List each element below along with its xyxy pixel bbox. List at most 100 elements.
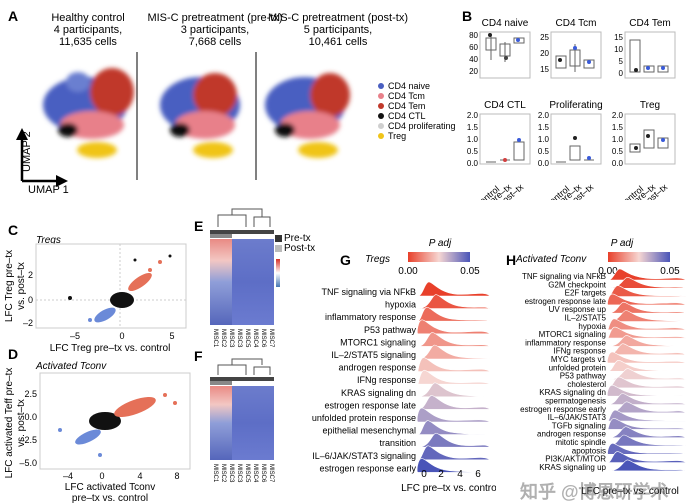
ridge-term-label: unfolded protein <box>549 363 606 372</box>
ridge-term-label: mitotic spindle <box>555 438 606 447</box>
heatmap-color-legend <box>276 259 280 287</box>
col-label: MISC3 <box>228 464 234 483</box>
boxplot-cd4-tcm <box>555 44 595 72</box>
ridge-curve <box>607 351 688 364</box>
ridge-curve <box>607 434 687 447</box>
heatmap-e-groupbar <box>210 234 232 238</box>
ytick: –5.0 <box>19 458 37 468</box>
ridge-h-legend-title: P adj <box>611 238 634 249</box>
boxplot-frame <box>550 31 602 79</box>
ridge-term-label: IFNg response <box>357 375 416 385</box>
ridge-plot-tregs: P adj Tregs 0.00 0.05 TNF signaling via … <box>312 238 496 494</box>
ridge-term-label: KRAS signaling dn <box>539 388 606 397</box>
col-label: MISC2 <box>220 464 226 483</box>
boxplot-title: Proliferating <box>549 100 602 111</box>
ridge-plot-activated-tconv: P adj Activated Tconv 0.00 0.05 TNF sign… <box>515 238 688 497</box>
ytick: 0.5 <box>612 147 624 156</box>
scatter-c-title: Tregs <box>36 235 61 246</box>
dendrogram-f <box>217 358 271 375</box>
ridge-curve <box>607 401 687 414</box>
umap-header-pretx: MIS-C pretreatment (pre-tx) 3 participant… <box>147 12 283 48</box>
boxplot-xlabels: control pre–tx post–tx control pre–tx po… <box>474 182 669 200</box>
ridge-term-label: TNF signaling via NFkB <box>522 272 606 281</box>
ytick: 2.5 <box>24 389 37 399</box>
panel-label-c: C <box>8 222 19 238</box>
boxplot-title: Treg <box>640 100 660 111</box>
ridge-term-label: transition <box>379 438 416 448</box>
legend-label: Treg <box>388 131 406 141</box>
ridge-curve <box>417 420 491 435</box>
ridge-g-xlabel: LFC pre–tx vs. control <box>401 483 496 494</box>
legend-dot-cd4-tcm <box>378 93 384 99</box>
ridge-curve <box>417 395 491 410</box>
ridge-g-title: Tregs <box>365 254 390 265</box>
ridge-h-title: Activated Tconv <box>515 254 587 265</box>
ridge-curve <box>416 407 491 423</box>
ridge-term-label: estrogen response early <box>319 463 416 473</box>
col-label: MISC3 <box>228 329 234 348</box>
ridge-curve <box>607 318 687 331</box>
ytick: 0.0 <box>612 159 624 168</box>
umap2-arrowhead <box>16 128 28 140</box>
ridge-curve <box>607 409 687 422</box>
panel-label-g: G <box>340 252 351 268</box>
legend-dot-cd4-ctl <box>378 113 384 119</box>
ridge-term-label: TNF signaling via NFkB <box>321 287 416 297</box>
legend-posttx-label: Post-tx <box>284 243 315 254</box>
ridge-term-label: epithelial mesenchymal <box>322 426 416 436</box>
scatter-c-points <box>68 254 172 323</box>
ridge-curve <box>417 344 491 360</box>
scatter-c-ylabel: vs. post–tx <box>16 262 27 310</box>
ytick: 20 <box>540 49 549 58</box>
ytick: 15 <box>540 65 549 74</box>
ridge-curve <box>417 445 491 461</box>
boxplot-proliferating <box>556 136 594 163</box>
boxplot-cd4-naive <box>485 33 525 62</box>
ridge-term-label: inflammatory response <box>325 312 416 322</box>
boxplot-title: CD4 Tcm <box>556 18 597 29</box>
xtick: 0 <box>99 471 104 481</box>
ridge-curve <box>607 442 687 455</box>
xtick: 0 <box>421 469 427 480</box>
legend-dot-cd4-naive <box>378 83 384 89</box>
legend-dot-treg <box>378 133 384 139</box>
ridge-term-label: estrogen response late <box>525 297 607 306</box>
ridge-curve <box>607 285 687 297</box>
ytick: –2 <box>23 318 33 328</box>
umap1-label: UMAP 1 <box>28 184 69 196</box>
col-label: MISC1 <box>212 464 218 483</box>
boxplot-frame <box>624 31 676 79</box>
col-label: MISC6 <box>260 329 266 348</box>
watermark: 知乎 @博恩研学术 <box>520 482 669 502</box>
ridge-term-label: P53 pathway <box>560 372 606 381</box>
heatmap-e-collabels: MISC1 MISC2 MISC3 MISC3 MISC5 MISC4 MISC… <box>212 329 274 348</box>
ridge-curve <box>607 459 687 472</box>
xtick: –5 <box>70 331 80 341</box>
legend-label: CD4 proliferating <box>388 121 456 131</box>
ridge-term-label: IL–6/JAK/STAT3 <box>548 413 607 422</box>
ytick: 0.0 <box>538 159 550 168</box>
ridge-curve <box>607 335 687 347</box>
xtick: 0 <box>119 331 124 341</box>
boxplot-cd4-tem <box>629 39 669 73</box>
ytick: 5 <box>619 57 624 66</box>
umap-legend: CD4 naive CD4 Tcm CD4 Tem CD4 CTL CD4 pr… <box>378 81 456 141</box>
ridge-term-label: hypoxia <box>385 300 416 310</box>
ytick: 2 <box>28 270 33 280</box>
ridge-curve <box>607 368 688 380</box>
ridge-term-label: cholesterol <box>567 380 606 389</box>
ridge-curve <box>417 281 491 297</box>
ytick: 1.0 <box>467 135 479 144</box>
xtick: 8 <box>174 471 179 481</box>
ytick: 1.0 <box>538 135 550 144</box>
ridge-curve <box>417 357 491 372</box>
ridge-curve <box>607 418 687 430</box>
ridge-term-label: UV response up <box>549 305 607 314</box>
boxplot-title: CD4 naive <box>482 18 529 29</box>
col-label: MISC1 <box>212 329 218 348</box>
xtick: 2 <box>438 469 444 480</box>
ytick: 25 <box>540 33 549 42</box>
col-label: MISC5 <box>244 464 250 483</box>
xtick: 5 <box>169 331 174 341</box>
heatmap-f-groupbar <box>210 381 232 385</box>
